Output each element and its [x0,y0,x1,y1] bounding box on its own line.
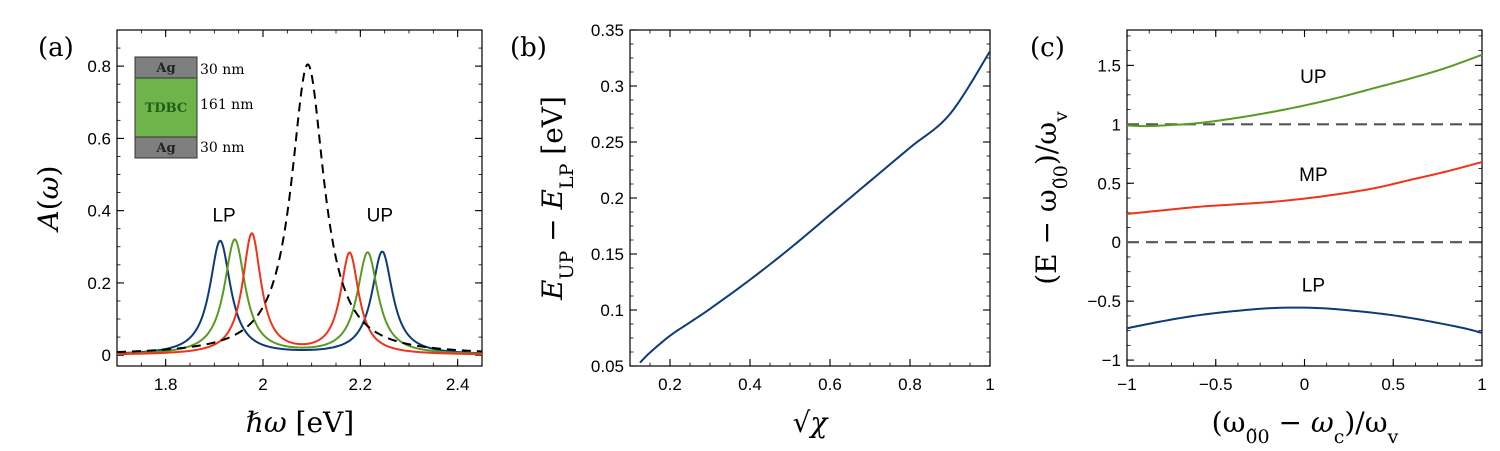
panel-c-ylabel: (E − ω0̃0)/ωv [1030,111,1072,285]
ag-bottom-layer [134,136,198,159]
panel-a-ytick-label: 0.8 [87,57,111,76]
panel-c-ytick-label: 0.5 [1097,174,1121,193]
panel-b: (b) 0.2 0.4 0.6 0.8 1 0.05 0.1 0.15 0.2 0.25 0.3 0.… [510,21,995,439]
panel-b-xtick-label: 1 [985,375,994,394]
panel-a-series-blue [117,239,482,355]
ag-top-label: Ag [155,61,175,76]
panel-a-label: (a) [38,33,74,63]
panel-a-annotation: LP [212,205,235,226]
panel-c-series-green [1127,53,1482,128]
tdbc-layer [134,77,198,138]
panel-c-ytick-label: −1 [1102,351,1121,370]
panel-b-label: (b) [510,33,547,63]
panel-b-ytick-label: 0.05 [591,357,624,376]
panel-c-annotation: UP [1300,67,1326,88]
panel-a-xtick-label: 2.2 [349,375,373,394]
panel-c-series-red [1127,161,1482,215]
panel-c-series-blue [1127,306,1482,334]
panel-b-xlabel: √χ [793,406,830,439]
panel-a-xtick-label: 2 [258,375,267,394]
panel-c-xtick-label: 0 [1300,375,1309,394]
panel-c-annotation: MP [1299,165,1328,186]
panel-b-xtick-label: 0.6 [818,375,842,394]
tdbc-label: TDBC [145,101,188,116]
panel-a-xtick-label: 1.8 [154,375,178,394]
panel-c-xtick-label: 0.5 [1381,375,1405,394]
panel-b-ytick-label: 0.1 [600,301,624,320]
panel-c-ytick-label: 1 [1112,115,1121,134]
panel-b-ytick-label: 0.3 [600,77,624,96]
panel-b-xtick-label: 0.8 [898,375,922,394]
panel-a-ytick-label: 0.4 [87,202,111,221]
panel-c-annotation: LP [1302,276,1325,297]
panel-c-label: (c) [1030,33,1065,63]
tdbc-thickness: 161 nm [200,97,253,113]
panel-c-ytick-label: −0.5 [1087,292,1121,311]
panel-a: (a) Ag 30 nm TDBC 161 nm Ag 30 nm 1.8 2 2.… [32,29,483,439]
panel-c: (c) −1 −0.5 0 0.5 1 −1 −0.5 0 0.5 1 1.5 UP MP LP (ω0̃0… [1030,29,1487,448]
panel-b-series-blue [639,50,990,364]
panel-a-xtick-label: 2.4 [446,375,470,394]
panel-a-series-green [117,238,482,355]
panel-a-ylabel: A(ω) [32,166,65,234]
panel-b-frame [629,29,991,367]
ag-bottom-thickness: 30 nm [200,140,245,156]
panel-a-frame [116,29,483,367]
panel-b-xtick-label: 0.2 [658,375,682,394]
panel-b-ytick-label: 0.35 [591,21,624,40]
panel-c-xtick-label: 1 [1477,375,1486,394]
panel-c-xlabel: (ω0̃0 − ωc)/ωv [1212,406,1399,448]
panel-b-ylabel: EUP − ELP [eV] [536,96,578,301]
panel-c-xtick-label: −1 [1117,375,1136,394]
panel-b-ytick-label: 0.25 [591,133,624,152]
panel-c-xtick-label: −0.5 [1199,375,1233,394]
panel-a-ytick-label: 0 [102,346,111,365]
ag-bottom-label: Ag [155,141,175,156]
ag-top-thickness: 30 nm [200,62,245,78]
layer-stack-inset: Ag 30 nm TDBC 161 nm Ag 30 nm [134,56,253,159]
panel-a-ytick-label: 0.2 [87,274,111,293]
panel-c-ytick-label: 0 [1112,233,1121,252]
panel-c-ytick-label: 1.5 [1097,56,1121,75]
panel-b-ytick-label: 0.2 [600,189,624,208]
panel-a-xlabel: ℏω [eV] [246,406,354,439]
panel-a-series-red [117,232,482,356]
panel-a-ytick-label: 0.6 [87,129,111,148]
panel-b-ytick-label: 0.15 [591,245,624,264]
panel-a-annotation: UP [367,205,393,226]
panel-a-series-black [117,63,482,354]
panel-b-xtick-label: 0.4 [738,375,762,394]
